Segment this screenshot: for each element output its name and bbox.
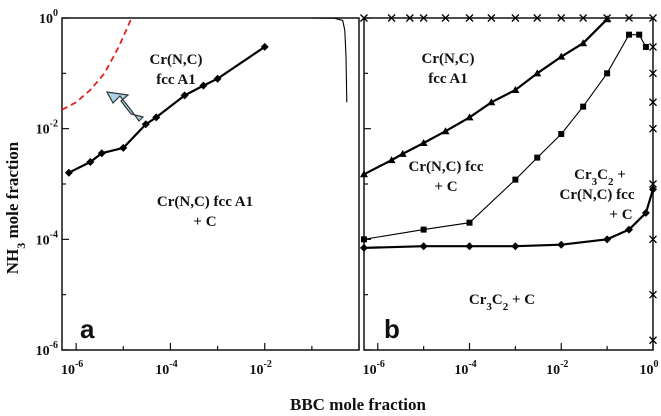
panel-a-series-0-point: [213, 74, 222, 83]
panel-b-series-4-point: [649, 69, 657, 78]
panel-a-y-tick-label: 10-4: [36, 229, 58, 248]
panel-b-letter: b: [384, 314, 400, 344]
panel-a-letter: a: [80, 314, 95, 344]
panel-b-series-3-point: [465, 14, 474, 22]
panel-b-series-4-point: [649, 235, 657, 244]
panel-b-series-1-point: [604, 70, 611, 77]
panel-a-series-1-line: [61, 17, 133, 111]
panel-a-y-tick-label: 10-6: [36, 340, 58, 359]
panel-b-region-fcc-c: Cr(N,C) fcc + C: [409, 159, 484, 195]
panel-b-series-3-point: [533, 14, 542, 22]
x-axis-label: BBC mole fraction: [290, 395, 427, 414]
panel-b-series-3-point: [387, 14, 396, 22]
panel-b-series-1-point: [580, 103, 587, 110]
panel-a-series-2-line: [311, 17, 348, 103]
panel-b-series-0-point: [533, 69, 542, 77]
panel-b-series-1-point: [558, 131, 565, 138]
panel-b-x-tick-label: 10-6: [363, 359, 385, 378]
panel-b-series-0-point: [487, 98, 496, 106]
panel-b-series-0-point: [419, 139, 428, 147]
panel-b-series-1-line: [363, 34, 647, 240]
panel-b-series-1-point: [420, 226, 427, 233]
panel-b-series-3-point: [625, 14, 633, 22]
panel-b-series-2-point: [419, 242, 428, 251]
panel-b-series-2-point: [465, 242, 474, 251]
panel-b-series-4-point: [649, 336, 657, 345]
panel-b-series-2-point: [359, 243, 368, 252]
panel-b-series-0-point: [579, 39, 588, 47]
panel-b-series-3-point: [603, 14, 612, 22]
panel-b-series-4-point: [649, 42, 657, 51]
panel-a-series-0-point: [86, 157, 95, 166]
panel-b-series-3-point: [359, 14, 368, 22]
panel-b-series-2-point: [603, 235, 612, 244]
panel-b-series: [359, 14, 657, 345]
panel-a-region-fcc-a1-c: Cr(N,C) fcc A1 + C: [157, 194, 253, 230]
panel-b-region-cr3c2-c: Cr3C2 + C: [469, 292, 535, 313]
panel-b-series-0-point: [398, 149, 407, 157]
panel-b-series-3-point: [441, 14, 450, 22]
panel-a-series-0-point: [64, 168, 73, 177]
panel-a-series-0-point: [97, 149, 106, 158]
panel-a-region-fcc-a1: Cr(N,C) fcc A1: [150, 52, 203, 88]
panel-b-series-1-point: [466, 219, 473, 226]
panel-b-series-0-point: [465, 113, 474, 121]
panel-b-series-0-point: [511, 85, 520, 93]
panel-b-series-2-point: [625, 225, 634, 234]
panel-a-x-tick-label: 10-6: [61, 359, 83, 378]
panel-b-series-3-point: [579, 14, 588, 22]
panel-b-series-1-point: [512, 176, 519, 183]
panel-a-y-tick-label: 10-2: [36, 119, 58, 138]
panel-b-series-2-point: [649, 185, 657, 194]
panel-a-y-tick-label: 100: [39, 8, 58, 27]
panel-a-series-0-point: [152, 113, 161, 122]
panel-a-series-0-line: [68, 45, 266, 174]
panel-b-series-3-point: [405, 14, 414, 22]
panel-b-series-2-point: [557, 240, 566, 249]
panel-a-x-tick-label: 10-2: [250, 359, 272, 378]
panel-b-series-0-point: [387, 156, 396, 164]
panel-b-series-3-point: [511, 14, 520, 22]
y-axis-label: NH3 mole fraction: [3, 141, 28, 274]
panel-b-series-2-point: [511, 242, 520, 251]
panel-b-series-0-point: [557, 52, 566, 60]
panel-b-region-fcc-a1: Cr(N,C) fcc A1: [422, 51, 475, 87]
panel-a-series-0-point: [260, 42, 269, 51]
panel-b-series-4-point: [649, 180, 657, 188]
panel-a-series-0-point: [141, 120, 150, 129]
panel-b: 10-6 10-4 10-2 100 Cr(N,C) fcc A1 Cr(N,C) fc…: [359, 14, 659, 378]
panel-b-series-0-point: [359, 170, 368, 178]
panel-a: 10-6 10-4 10-2 100 10-6 10-4 10-2 Cr(N,C) fcc A…: [36, 8, 360, 378]
panel-b-series-2-point: [641, 208, 650, 217]
panel-a-series-0-point: [199, 81, 208, 90]
panel-b-series-0-point: [441, 127, 450, 135]
panel-b-series-1-point: [636, 31, 643, 38]
panel-b-series-1-point: [642, 43, 649, 50]
panel-b-series-0-line: [363, 18, 608, 176]
panel-a-x-tick-label: 10-4: [155, 359, 177, 378]
panel-b-series-1-point: [360, 236, 367, 243]
panel-b-series-3-point: [649, 14, 657, 22]
panel-b-x-tick-label: 10-4: [454, 359, 476, 378]
panel-a-ticks: 10-6 10-4 10-2 100 10-6 10-4 10-2: [36, 8, 360, 378]
arrow-icon: [105, 91, 145, 122]
panel-a-series-0-point: [180, 91, 189, 100]
panel-b-x-tick-label: 10-2: [546, 359, 568, 378]
panel-b-series-4-point: [649, 124, 657, 133]
panel-a-series-0-point: [119, 143, 128, 152]
panel-b-series-3-point: [487, 14, 496, 22]
panel-b-region-cr3c2-fcc-c: Cr3C2 + Cr(N,C) fcc + C: [560, 167, 635, 223]
panel-b-series-4-point: [649, 98, 657, 107]
panel-b-series-3-point: [419, 14, 428, 22]
panel-b-series-4-point: [649, 290, 657, 299]
panel-a-series: [61, 17, 348, 177]
panel-b-series-1-point: [534, 154, 541, 161]
panel-b-ticks: 10-6 10-4 10-2 100: [363, 17, 659, 378]
panel-b-x-tick-label: 100: [640, 359, 659, 378]
panel-b-series-3-point: [557, 14, 566, 22]
panel-b-series-1-point: [626, 31, 633, 38]
